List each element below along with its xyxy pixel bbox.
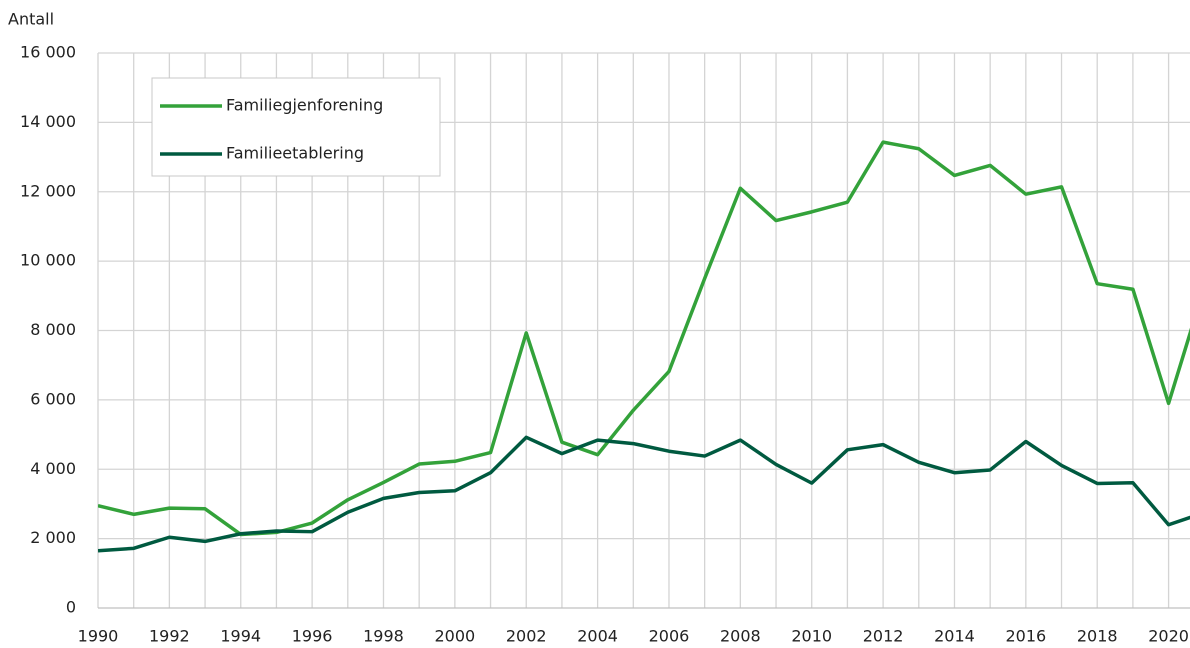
x-tick-label: 2012 xyxy=(863,627,904,646)
x-tick-label: 1990 xyxy=(78,627,119,646)
x-tick-label: 2000 xyxy=(435,627,476,646)
legend-label: Familiegjenforening xyxy=(226,96,383,115)
y-tick-label: 10 000 xyxy=(20,251,76,270)
legend-box xyxy=(151,77,441,177)
y-axis-label: Antall xyxy=(8,10,54,29)
x-tick-label: 2002 xyxy=(506,627,547,646)
y-tick-label: 14 000 xyxy=(20,112,76,131)
x-tick-label: 2020 xyxy=(1148,627,1189,646)
y-tick-label: 8 000 xyxy=(30,320,76,339)
x-tick-label: 1996 xyxy=(292,627,333,646)
y-tick-label: 12 000 xyxy=(20,181,76,200)
y-tick-label: 2 000 xyxy=(30,528,76,547)
y-tick-label: 16 000 xyxy=(20,43,76,62)
x-tick-label: 2006 xyxy=(649,627,690,646)
x-tick-label: 2018 xyxy=(1077,627,1118,646)
x-tick-label: 1992 xyxy=(149,627,190,646)
y-tick-label: 0 xyxy=(66,598,76,617)
y-tick-label: 4 000 xyxy=(30,459,76,478)
data-line xyxy=(98,435,1190,553)
x-tick-label: 2014 xyxy=(934,627,975,646)
x-tick-label: 1994 xyxy=(220,627,261,646)
x-tick-label: 2008 xyxy=(720,627,761,646)
y-tick-label: 6 000 xyxy=(30,389,76,408)
x-tick-label: 1998 xyxy=(363,627,404,646)
x-tick-label: 2016 xyxy=(1005,627,1046,646)
x-tick-label: 2010 xyxy=(791,627,832,646)
x-tick-label: 2004 xyxy=(577,627,618,646)
legend-label: Familieetablering xyxy=(226,144,364,163)
